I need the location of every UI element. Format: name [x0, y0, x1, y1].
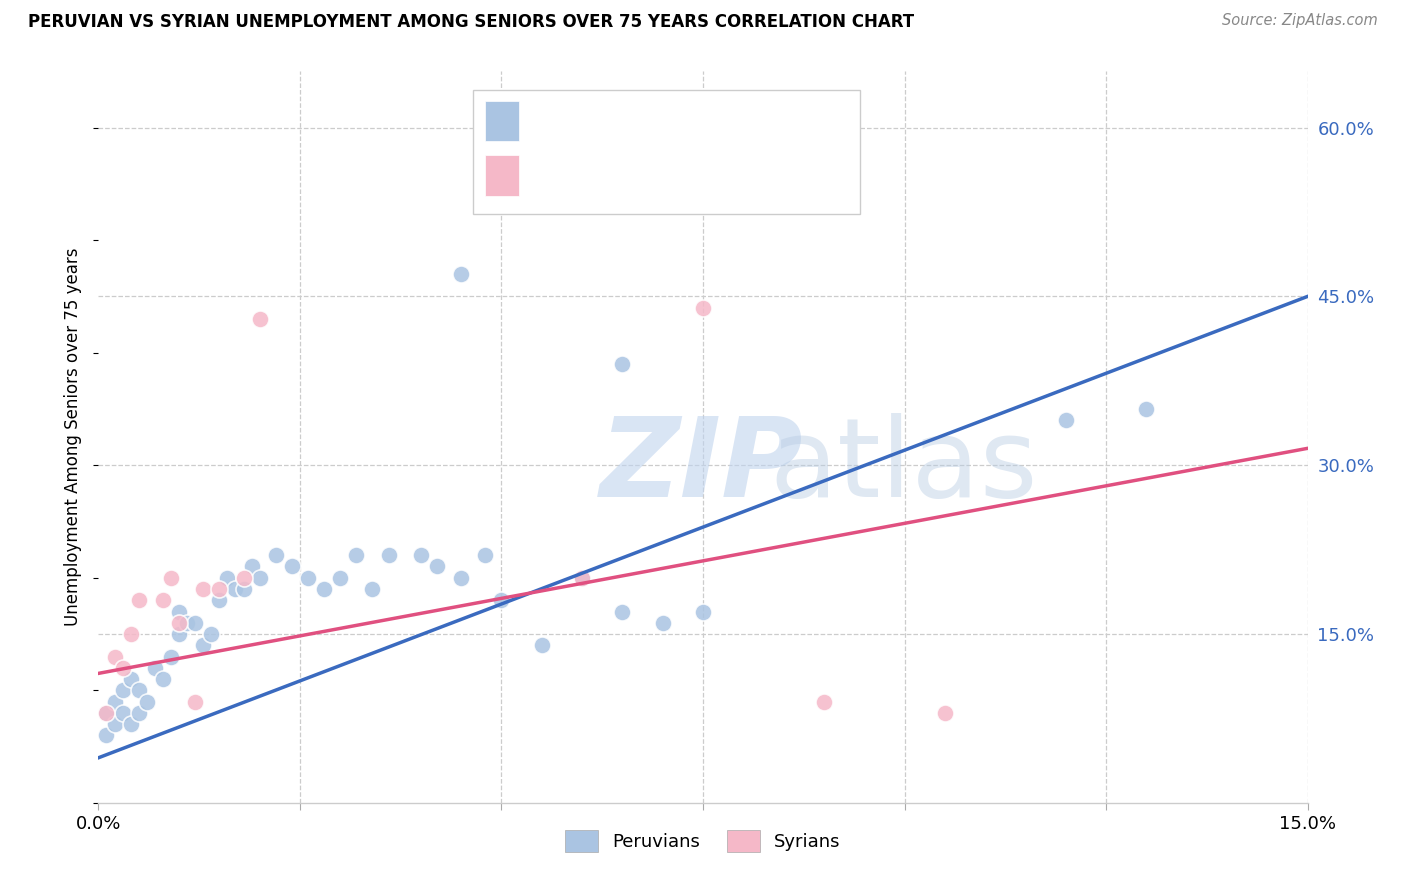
Legend: Peruvians, Syrians: Peruvians, Syrians	[558, 823, 848, 860]
Point	[111, 661, 134, 675]
Point	[103, 649, 125, 664]
Point	[813, 694, 835, 708]
Point	[450, 571, 472, 585]
Point	[160, 571, 183, 585]
Point	[1135, 401, 1157, 416]
Point	[249, 312, 271, 326]
Point	[96, 706, 118, 720]
Point	[120, 627, 142, 641]
Point	[224, 582, 246, 596]
Point	[612, 357, 634, 371]
Text: atlas: atlas	[769, 413, 1038, 520]
Point	[692, 301, 714, 315]
FancyBboxPatch shape	[485, 155, 519, 195]
FancyBboxPatch shape	[485, 101, 519, 141]
Point	[128, 683, 150, 698]
Point	[1054, 413, 1077, 427]
Point	[281, 559, 304, 574]
Text: R = 0.626   N = 46: R = 0.626 N = 46	[537, 112, 738, 130]
Point	[530, 638, 553, 652]
Point	[329, 571, 352, 585]
Point	[232, 571, 254, 585]
Point	[297, 571, 319, 585]
Point	[184, 694, 207, 708]
Y-axis label: Unemployment Among Seniors over 75 years: Unemployment Among Seniors over 75 years	[65, 248, 83, 626]
Point	[571, 571, 593, 585]
Point	[96, 706, 118, 720]
Point	[249, 571, 271, 585]
Point	[128, 706, 150, 720]
Point	[612, 605, 634, 619]
Point	[651, 615, 673, 630]
Point	[160, 649, 183, 664]
Point	[797, 120, 820, 135]
Point	[361, 582, 384, 596]
Text: Source: ZipAtlas.com: Source: ZipAtlas.com	[1222, 13, 1378, 29]
Point	[217, 571, 239, 585]
Point	[120, 717, 142, 731]
Point	[184, 615, 207, 630]
Point	[934, 706, 956, 720]
Point	[120, 672, 142, 686]
Point	[200, 627, 222, 641]
Point	[474, 548, 496, 562]
Point	[152, 593, 174, 607]
Point	[344, 548, 367, 562]
Point	[111, 706, 134, 720]
Point	[491, 593, 513, 607]
Point	[208, 593, 231, 607]
Point	[111, 683, 134, 698]
Point	[143, 661, 166, 675]
Point	[264, 548, 287, 562]
Point	[450, 267, 472, 281]
Point	[377, 548, 399, 562]
Point	[426, 559, 449, 574]
Point	[208, 582, 231, 596]
Point	[103, 694, 125, 708]
Point	[193, 582, 215, 596]
Point	[232, 582, 254, 596]
Point	[193, 638, 215, 652]
Point	[96, 728, 118, 742]
Text: PERUVIAN VS SYRIAN UNEMPLOYMENT AMONG SENIORS OVER 75 YEARS CORRELATION CHART: PERUVIAN VS SYRIAN UNEMPLOYMENT AMONG SE…	[28, 13, 914, 31]
FancyBboxPatch shape	[474, 90, 860, 214]
Point	[571, 571, 593, 585]
Point	[167, 627, 190, 641]
Point	[692, 605, 714, 619]
Point	[240, 559, 263, 574]
Point	[176, 615, 198, 630]
Point	[167, 605, 190, 619]
Point	[135, 694, 157, 708]
Text: ZIP: ZIP	[600, 413, 804, 520]
Point	[103, 717, 125, 731]
Point	[314, 582, 336, 596]
Point	[167, 615, 190, 630]
Point	[128, 593, 150, 607]
Point	[409, 548, 432, 562]
Point	[152, 672, 174, 686]
Text: R = 0.364   N = 16: R = 0.364 N = 16	[537, 166, 738, 186]
